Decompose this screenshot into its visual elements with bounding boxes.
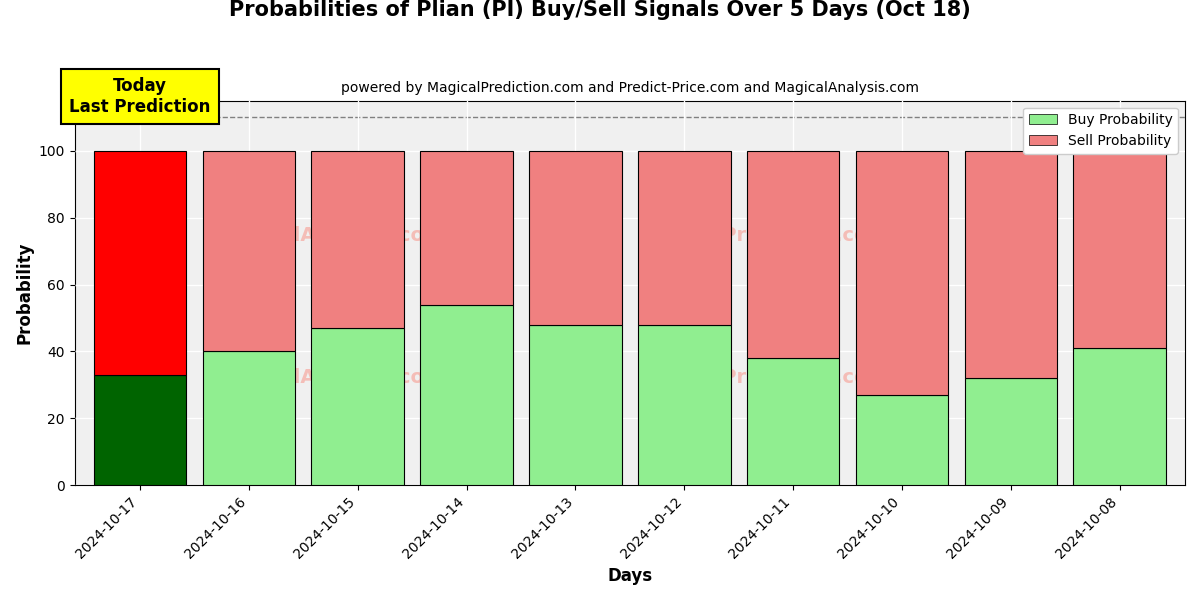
Bar: [529, 151, 622, 325]
Bar: [312, 328, 404, 485]
Bar: [856, 395, 948, 485]
Text: MagicalAnalysis.com: MagicalAnalysis.com: [216, 368, 444, 387]
Text: MagicalPrediction.com: MagicalPrediction.com: [638, 226, 888, 245]
Bar: [965, 151, 1057, 378]
Bar: [529, 325, 622, 485]
Text: Today
Last Prediction: Today Last Prediction: [70, 77, 211, 116]
Bar: [203, 151, 295, 352]
Bar: [965, 378, 1057, 485]
Bar: [94, 151, 186, 375]
Legend: Buy Probability, Sell Probability: Buy Probability, Sell Probability: [1024, 107, 1178, 154]
Bar: [638, 325, 731, 485]
Y-axis label: Probability: Probability: [16, 242, 34, 344]
Text: Probabilities of Plian (PI) Buy/Sell Signals Over 5 Days (Oct 18): Probabilities of Plian (PI) Buy/Sell Sig…: [229, 0, 971, 20]
Bar: [1074, 348, 1166, 485]
X-axis label: Days: Days: [607, 567, 653, 585]
Bar: [420, 305, 512, 485]
Bar: [94, 375, 186, 485]
Bar: [746, 151, 839, 358]
Bar: [746, 358, 839, 485]
Bar: [203, 352, 295, 485]
Text: MagicalAnalysis.com: MagicalAnalysis.com: [216, 226, 444, 245]
Bar: [1074, 151, 1166, 348]
Bar: [856, 151, 948, 395]
Title: powered by MagicalPrediction.com and Predict-Price.com and MagicalAnalysis.com: powered by MagicalPrediction.com and Pre…: [341, 82, 919, 95]
Bar: [312, 151, 404, 328]
Bar: [420, 151, 512, 305]
Bar: [638, 151, 731, 325]
Text: MagicalPrediction.com: MagicalPrediction.com: [638, 368, 888, 387]
